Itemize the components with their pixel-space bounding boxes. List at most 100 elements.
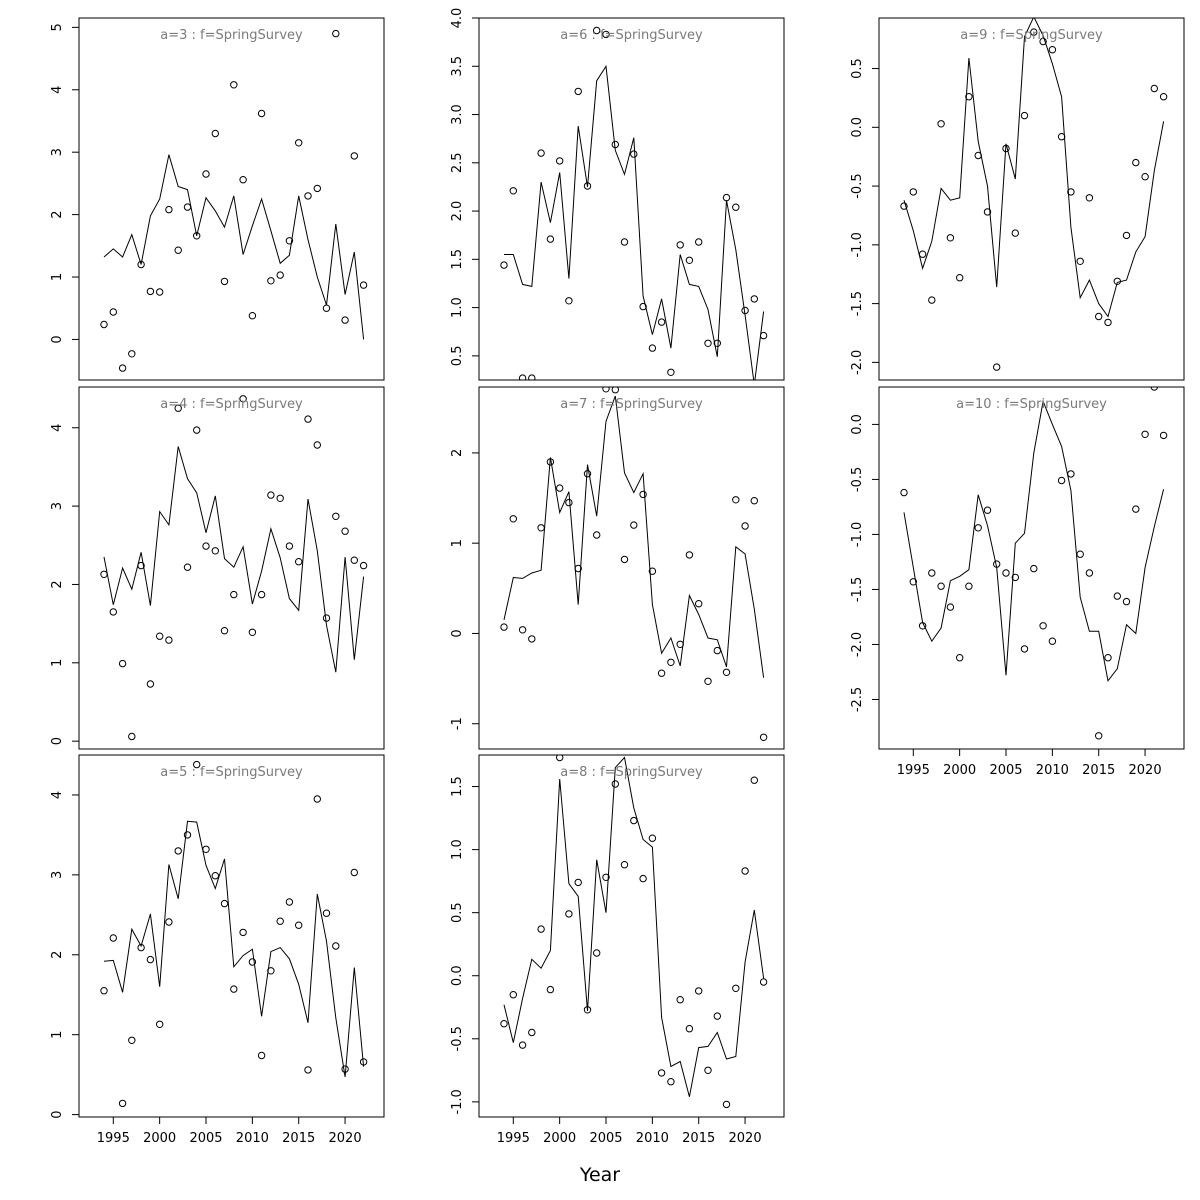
observed-point <box>983 506 992 514</box>
observed-point <box>713 339 721 347</box>
y-tick-label: 2.0 <box>450 201 465 222</box>
observed-point <box>220 899 229 908</box>
x-tick-label: 2005 <box>189 1131 222 1146</box>
y-tick-label: -2.0 <box>850 350 865 375</box>
observed-point <box>500 623 508 631</box>
observed-point <box>546 985 555 994</box>
y-tick-label: -1.0 <box>850 232 865 257</box>
panel-7: 0 1 2 3 4 1995 2000 2005 2010 2015 2020 a=5 : f=Spr… <box>50 754 385 1146</box>
observed-point <box>1048 46 1057 54</box>
observed-point <box>211 872 220 880</box>
observed-point <box>528 1028 536 1037</box>
observed-point <box>909 578 917 586</box>
observed-point <box>565 910 573 918</box>
observed-point <box>1150 387 1158 391</box>
panel-frame <box>78 754 385 1118</box>
panel-data <box>900 387 1168 740</box>
observed-point <box>1020 111 1029 120</box>
observed-point <box>313 441 321 449</box>
observed-point <box>500 1020 508 1028</box>
observed-point <box>593 949 601 957</box>
observed-point <box>1113 592 1122 600</box>
observed-point <box>657 318 666 326</box>
y-tick-label: 3.5 <box>450 56 465 77</box>
panel-frame <box>478 386 785 750</box>
y-tick-label: 1 <box>50 1031 65 1039</box>
observed-point <box>611 140 619 149</box>
observed-point <box>248 312 257 320</box>
panel-frame <box>78 17 385 381</box>
y-tick-label: 3 <box>50 871 65 879</box>
y-tick-label: 4 <box>50 424 65 432</box>
observed-point <box>248 958 257 966</box>
observed-point <box>1095 312 1103 321</box>
observed-point <box>509 187 517 195</box>
observed-point <box>1085 194 1094 202</box>
x-tick-label: 1995 <box>97 1131 130 1146</box>
y-tick-label: -2.0 <box>850 632 865 657</box>
observed-point <box>183 203 192 211</box>
panel-frame <box>878 386 1185 750</box>
observed-point <box>285 237 294 245</box>
observed-point <box>1057 133 1066 141</box>
observed-point <box>676 996 684 1004</box>
fitted-line <box>103 446 365 673</box>
observed-point <box>1067 470 1075 478</box>
observed-point <box>174 246 182 254</box>
observed-point <box>230 81 238 89</box>
observed-point <box>928 296 936 304</box>
observed-point <box>304 192 312 200</box>
y-tick-label: 1.0 <box>450 297 465 318</box>
observed-point <box>509 991 517 999</box>
x-tick-label: 2010 <box>236 1131 269 1146</box>
observed-point <box>685 1025 694 1033</box>
observed-point <box>276 271 284 279</box>
observed-point <box>537 925 545 933</box>
fitted-line <box>903 399 1165 682</box>
observed-point <box>602 387 610 393</box>
observed-point <box>1011 229 1019 237</box>
observed-point <box>165 205 173 214</box>
observed-point <box>900 488 908 497</box>
panel-5: -1 0 1 2 a=7 : f=SpringSurvey <box>450 386 785 750</box>
observed-point <box>620 555 629 564</box>
observed-point <box>741 306 749 315</box>
observed-point <box>146 955 155 964</box>
observed-point <box>174 847 182 855</box>
observed-point <box>156 288 164 296</box>
observed-point <box>1095 732 1103 740</box>
x-tick-label: 2000 <box>543 1131 576 1146</box>
observed-point <box>556 157 564 165</box>
observed-point <box>993 363 1001 371</box>
observed-point <box>602 873 610 881</box>
fitted-line <box>503 395 765 678</box>
fitted-line <box>504 64 765 380</box>
y-tick-label: 0 <box>50 737 65 745</box>
observed-point <box>695 600 703 608</box>
observed-point <box>1122 231 1131 240</box>
x-tick-label: 2020 <box>729 1131 762 1146</box>
observed-point <box>211 547 220 555</box>
observed-point <box>983 208 992 216</box>
observed-point <box>918 250 927 258</box>
y-tick-label: -0.5 <box>450 1026 465 1051</box>
observed-point <box>620 861 629 869</box>
observed-point <box>583 1006 592 1014</box>
observed-point <box>713 646 721 655</box>
observed-point <box>1057 476 1066 485</box>
observed-point <box>156 1020 164 1029</box>
y-tick-label: -1.0 <box>450 1089 465 1114</box>
observed-point <box>295 139 303 147</box>
observed-point <box>993 560 1001 568</box>
panel-data <box>100 395 368 741</box>
observed-point <box>1030 564 1038 573</box>
panel-data <box>500 755 768 1109</box>
observed-point <box>118 659 127 668</box>
observed-point <box>230 590 238 599</box>
x-tick-label: 2005 <box>589 1131 622 1146</box>
observed-point <box>239 176 247 184</box>
observed-point <box>1159 93 1168 101</box>
observed-point <box>1104 318 1112 327</box>
observed-point <box>1113 277 1122 285</box>
